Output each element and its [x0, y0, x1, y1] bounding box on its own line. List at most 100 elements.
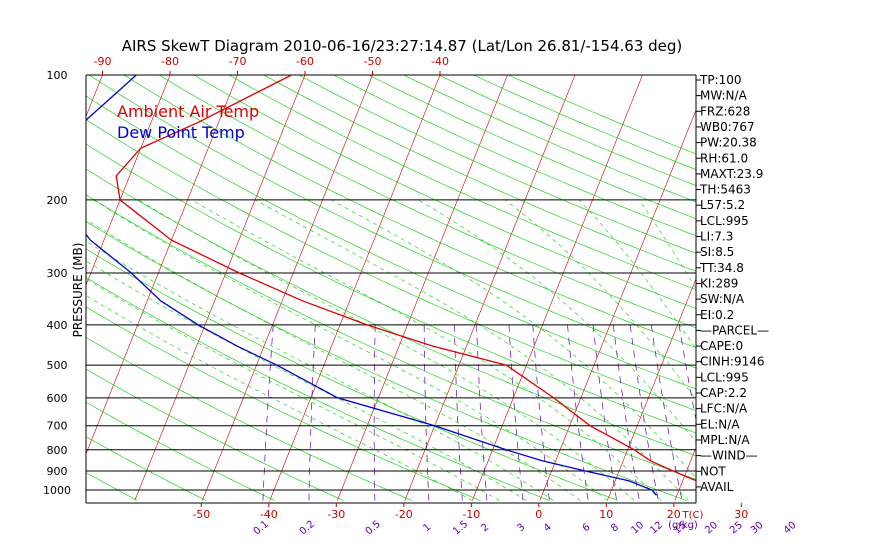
- stat-entry: LI:7.3: [700, 230, 733, 244]
- bottom-temp-tick-label: -40: [260, 508, 278, 521]
- top-temp-tick-label: -50: [364, 55, 382, 68]
- mixing-ratio-label: 0.5: [364, 519, 383, 538]
- mixing-ratio-line: [423, 324, 430, 501]
- stat-entry: EI:0.2: [700, 308, 734, 322]
- legend-ambient-air-temp: Ambient Air Temp: [117, 102, 259, 121]
- stat-entry: NOT: [700, 464, 726, 478]
- stat-entry: TT:34.8: [699, 261, 744, 275]
- mixing-ratio-label: 2: [479, 522, 491, 535]
- bottom-temp-tick-label: -20: [395, 508, 413, 521]
- dry-adiabat-line: [86, 168, 696, 457]
- pressure-tick-label: 500: [47, 359, 68, 372]
- isotherm-line: [202, 75, 373, 501]
- isotherm-line: [269, 75, 441, 501]
- mixing-ratio-line: [308, 324, 316, 501]
- stat-entry: CAP:2.2: [700, 386, 747, 400]
- chart-title: AIRS SkewT Diagram 2010-06-16/23:27:14.8…: [122, 37, 683, 55]
- legend-dew-point-temp: Dew Point Temp: [117, 123, 245, 142]
- stat-entry: CINH:9146: [700, 355, 765, 369]
- moist-adiabat-line: [254, 199, 689, 501]
- top-temp-tick-label: -80: [161, 55, 179, 68]
- stat-entry: CAPE:0: [700, 339, 743, 353]
- dry-adiabat-line: [86, 401, 275, 501]
- dry-adiabat-line: [86, 306, 481, 501]
- mixing-ratio-label: 20: [703, 520, 720, 537]
- moist-adiabat-line: [86, 278, 500, 501]
- mixing-ratio-line: [592, 324, 618, 501]
- isotherm-line: [607, 277, 696, 501]
- top-temp-tick-label: -90: [94, 55, 112, 68]
- dry-adiabat-line: [123, 75, 696, 349]
- pressure-tick-label: 900: [47, 465, 68, 478]
- mixing-ratio-label: 8: [609, 522, 621, 535]
- stat-entry: MW:N/A: [700, 89, 748, 103]
- background-grid: [0, 35, 870, 501]
- stat-entry: WB0:767: [700, 120, 755, 134]
- mixing-ratio-line: [532, 324, 550, 501]
- stat-entry: —PARCEL—: [700, 323, 769, 337]
- stat-entry: TP:100: [699, 73, 742, 87]
- dry-adiabat-line: [86, 143, 696, 434]
- dry-adiabat-line: [86, 368, 344, 501]
- dry-adiabat-line: [88, 75, 696, 369]
- isotherm-line: [472, 75, 643, 501]
- bottom-temp-tick-label: -10: [462, 508, 480, 521]
- mixing-ratio-line: [454, 324, 463, 501]
- moist-adiabat-line: [418, 199, 696, 443]
- dewpoint-profile-line: [86, 75, 658, 496]
- mixing-ratio-label: 4: [542, 522, 554, 535]
- stat-entry: L57:5.2: [700, 198, 745, 212]
- dry-adiabat-line: [507, 75, 696, 155]
- isotherm-line: [0, 35, 51, 501]
- pressure-tick-label: 1000: [43, 484, 71, 497]
- mixing-ratio-line: [567, 324, 589, 501]
- moist-adiabat-line: [191, 199, 662, 501]
- dry-adiabat-line: [228, 75, 696, 291]
- dry-adiabat-line: [86, 194, 696, 480]
- bottom-temp-tick-label: 30: [734, 508, 748, 521]
- bottom-temp-tick-label: -50: [192, 508, 210, 521]
- temperature-profile-line: [115, 75, 696, 482]
- mixing-ratio-label: 10: [629, 520, 646, 537]
- stat-entry: LCL:995: [700, 214, 749, 228]
- pressure-tick-label: 600: [47, 392, 68, 405]
- moist-adiabat-line: [86, 295, 473, 501]
- dry-adiabat-line: [437, 75, 696, 186]
- stat-entry: TH:5463: [699, 183, 751, 197]
- dry-adiabat-line: [86, 337, 413, 501]
- dry-adiabat-line: [86, 221, 687, 501]
- stat-entry: AVAIL: [700, 480, 734, 494]
- mixing-ratio-line: [508, 324, 524, 501]
- mixing-ratio-label: 1: [421, 522, 433, 535]
- isotherm-line: [742, 35, 870, 501]
- bottom-temp-tick-label: 10: [599, 508, 613, 521]
- pressure-tick-label: 200: [47, 194, 68, 207]
- pressure-lines: [85, 71, 742, 507]
- stat-entry: LFC:N/A: [700, 402, 748, 416]
- mixing-ratio-label: 1.5: [451, 519, 470, 538]
- dry-adiabat-line: [298, 75, 696, 254]
- mixing-ratio-line: [373, 324, 376, 501]
- moist-adiabat-line: [86, 219, 581, 501]
- isotherm-line: [539, 109, 696, 501]
- temp-unit-label: T(C): [682, 510, 704, 521]
- y-axis-title: PRESSURE (MB): [71, 243, 85, 338]
- moist-adiabat-line: [86, 260, 527, 501]
- top-temp-tick-label: -60: [296, 55, 314, 68]
- dry-adiabat-line: [333, 75, 696, 237]
- isotherm-line: [810, 35, 870, 501]
- stat-entry: RH:61.0: [700, 151, 748, 165]
- moist-adiabat-line: [86, 240, 554, 501]
- mixing-ratio-label: 0.2: [298, 519, 317, 538]
- mixing-ratio-label: 0.1: [252, 519, 271, 538]
- dry-adiabat-line: [86, 119, 696, 412]
- mixing-ratio-label: 40: [782, 520, 799, 537]
- pressure-tick-label: 100: [47, 69, 68, 82]
- dry-adiabat-line: [86, 436, 207, 501]
- dry-adiabat-line: [263, 75, 696, 272]
- top-temp-tick-label: -40: [431, 55, 449, 68]
- dry-adiabat-line: [86, 248, 618, 501]
- pressure-tick-label: 300: [47, 267, 68, 280]
